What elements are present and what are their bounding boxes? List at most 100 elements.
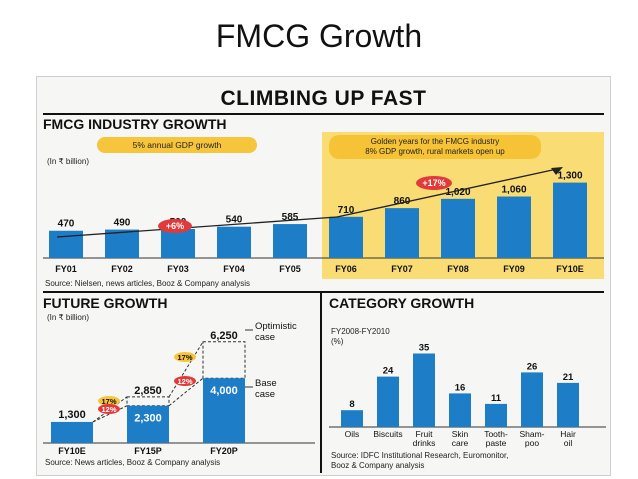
future-category-label: FY15P	[134, 446, 162, 456]
category-bar	[341, 410, 363, 427]
industry-unit-label: (In ₹ billion)	[47, 157, 89, 166]
growth-badge	[98, 396, 120, 406]
legend-base-label: case	[255, 389, 275, 400]
category-bar	[413, 353, 435, 427]
category-period-label: FY2008-FY2010	[331, 327, 390, 336]
industry-source: Source: Nielsen, news articles, Booz & C…	[45, 279, 250, 288]
optimistic-case-outline	[126, 396, 170, 407]
category-bar	[521, 372, 543, 427]
growth-badge-label: 17%	[177, 353, 192, 362]
industry-value-label: 490	[114, 218, 131, 229]
category-growth-title: CATEGORY GROWTH	[329, 295, 475, 311]
growth-connector	[92, 405, 128, 423]
industry-category-label: FY10E	[556, 264, 584, 274]
category-axis-label: Tooth-	[484, 429, 508, 439]
industry-bar	[105, 229, 139, 258]
category-axis-label: Fruit	[416, 429, 434, 439]
future-category-label: FY20P	[210, 446, 238, 456]
category-axis-label: care	[452, 438, 469, 448]
future-category-label: FY10E	[58, 446, 86, 456]
category-axis-label: Oils	[345, 429, 360, 439]
category-source-line2: Booz & Company analysis	[331, 461, 425, 470]
future-unit-label: (In ₹ billion)	[47, 313, 89, 322]
golden-note-line2: 8% GDP growth, rural markets open up	[365, 147, 505, 156]
industry-category-label: FY05	[279, 264, 301, 274]
industry-bar	[273, 224, 307, 258]
growth-connector	[168, 341, 204, 398]
mid-rule	[43, 291, 604, 293]
base-value-label: 4,000	[210, 385, 238, 397]
industry-category-label: FY01	[55, 264, 77, 274]
category-value-label: 35	[419, 343, 430, 354]
category-bar	[449, 393, 471, 427]
industry-category-label: FY06	[335, 264, 357, 274]
future-growth-title: FUTURE GROWTH	[43, 295, 168, 311]
industry-bar	[49, 230, 83, 258]
industry-bar	[161, 229, 195, 258]
industry-category-label: FY08	[447, 264, 469, 274]
growth-badge-label: +6%	[166, 221, 184, 231]
industry-bar	[553, 182, 587, 258]
category-axis-label: paste	[486, 438, 507, 448]
growth-badge-label: 17%	[101, 397, 116, 406]
category-axis-label: Biscuits	[373, 429, 402, 439]
category-bar	[557, 382, 579, 427]
category-value-label: 24	[383, 366, 394, 377]
category-bar	[485, 403, 507, 427]
gdp-note-pill: 5% annual GDP growth	[97, 137, 257, 153]
category-axis-label: Skin	[452, 429, 469, 439]
industry-value-label: 1,300	[557, 171, 582, 182]
industry-bar	[441, 198, 475, 258]
legend-optimistic-label: Optimistic	[255, 321, 297, 332]
industry-category-label: FY04	[223, 264, 245, 274]
category-bar	[377, 376, 399, 427]
industry-value-label: 860	[394, 196, 411, 207]
category-source-line1: Source: IDFC Institutional Research, Eur…	[331, 451, 509, 460]
optimistic-case-outline	[202, 341, 246, 379]
industry-category-label: FY09	[503, 264, 525, 274]
category-value-label: 21	[563, 372, 574, 383]
base-case-bar	[203, 378, 245, 443]
industry-value-label: 710	[338, 205, 355, 216]
future-source: Source: News articles, Booz & Company an…	[45, 458, 221, 467]
category-unit-label: (%)	[331, 337, 344, 346]
legend-optimistic-label: case	[255, 332, 275, 343]
poster-title: CLIMBING UP FAST	[220, 87, 427, 110]
future-growth-chart: 1,300 FY10E 2,850 2,300 FY15P 6,250 4,000 FY20P…	[43, 321, 315, 456]
industry-category-label: FY02	[111, 264, 133, 274]
trend-line-segment	[56, 216, 338, 238]
golden-note-line1: Golden years for the FMCG industry	[370, 137, 500, 146]
growth-badge-label: 12%	[177, 377, 192, 386]
optimistic-value-label: 2,850	[134, 385, 162, 397]
category-axis-label: drinks	[413, 438, 436, 448]
infographic-poster: CLIMBING UP FAST FMCG INDUSTRY GROWTH 5%…	[36, 76, 611, 476]
industry-bar	[385, 208, 419, 258]
industry-category-label: FY03	[167, 264, 189, 274]
growth-badge-label: +17%	[422, 178, 445, 188]
industry-value-label: 540	[226, 215, 243, 226]
growth-connector	[168, 377, 204, 407]
growth-badge	[174, 376, 196, 386]
category-value-label: 11	[491, 393, 502, 404]
base-case-bar	[51, 421, 93, 443]
growth-badge-label: 12%	[101, 405, 116, 414]
trend-arrowhead	[551, 167, 563, 175]
growth-badge	[158, 219, 192, 233]
industry-category-label: FY07	[391, 264, 413, 274]
category-value-label: 16	[455, 382, 466, 393]
optimistic-value-label: 6,250	[210, 330, 238, 342]
growth-badge	[98, 404, 120, 414]
category-value-label: 8	[349, 399, 354, 410]
industry-bar	[217, 226, 251, 258]
industry-value-label: 1,020	[445, 187, 470, 198]
growth-badge	[416, 176, 452, 190]
category-axis-label: poo	[525, 438, 539, 448]
category-axis-label: Sham-	[519, 429, 544, 439]
top-rule	[43, 113, 604, 115]
growth-badge	[174, 352, 196, 362]
slide-title: FMCG Growth	[215, 18, 423, 54]
base-case-bar	[127, 405, 169, 443]
industry-growth-title: FMCG INDUSTRY GROWTH	[43, 116, 227, 132]
legend-base-label: Base	[255, 378, 277, 389]
